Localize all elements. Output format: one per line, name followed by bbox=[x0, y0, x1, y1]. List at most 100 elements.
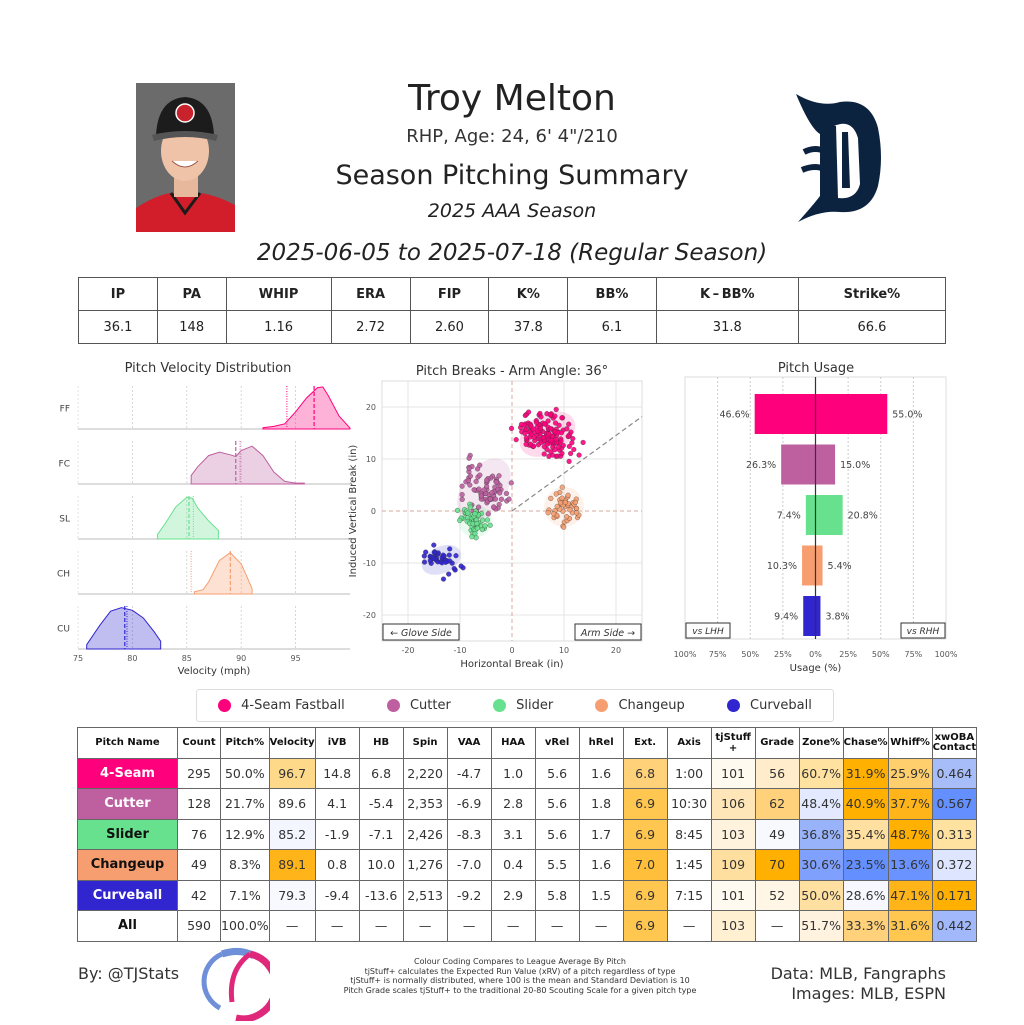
legend-item: Curveball bbox=[727, 698, 812, 713]
pitch-name-cell: 4-Seam bbox=[77, 757, 178, 789]
breaks-point-FC bbox=[481, 487, 487, 493]
breaks-point-CH bbox=[545, 510, 551, 516]
breaks-point-CH bbox=[548, 495, 554, 501]
pitch-name-cell: Cutter bbox=[77, 788, 178, 820]
breaks-point-FF bbox=[566, 421, 572, 427]
pitch-table-cell: — bbox=[314, 910, 360, 942]
breaks-y-tick: -20 bbox=[363, 611, 376, 620]
breaks-point-FF bbox=[541, 451, 547, 457]
legend-item: Changeup bbox=[595, 698, 685, 713]
stat-value: 66.6 bbox=[797, 310, 947, 344]
breaks-point-CH bbox=[564, 514, 570, 520]
breaks-point-CH bbox=[567, 507, 573, 513]
breaks-point-FC bbox=[491, 504, 497, 510]
breaks-point-CU bbox=[440, 576, 447, 582]
breaks-point-FC bbox=[459, 483, 465, 489]
pitch-table-cell: 0.171 bbox=[931, 879, 978, 911]
byline: By: @TJStats bbox=[78, 964, 180, 983]
pitch-table-cell: 7.0 bbox=[622, 849, 668, 881]
pitch-table-header: Zone% bbox=[798, 727, 844, 759]
usage-x-tick: 50% bbox=[872, 650, 890, 659]
breaks-x-tick: 0 bbox=[509, 646, 514, 655]
pitch-table-cell: -13.6 bbox=[358, 879, 404, 911]
season-label: 2025 AAA Season bbox=[427, 200, 597, 222]
breaks-point-FC bbox=[459, 496, 465, 502]
pitch-table-cell: 109 bbox=[710, 849, 756, 881]
breaks-point-FC bbox=[497, 490, 503, 496]
pitch-table-cell: 590 bbox=[177, 910, 221, 942]
player-name: Troy Melton bbox=[408, 78, 616, 119]
pitch-table-cell: 0.442 bbox=[931, 910, 978, 942]
velocity-density-SL bbox=[156, 496, 219, 540]
pitch-table-cell: 6.8 bbox=[622, 757, 668, 789]
breaks-point-FC bbox=[492, 496, 499, 502]
breaks-point-FC bbox=[466, 455, 472, 461]
pitch-table-header: tjStuff + bbox=[710, 727, 756, 759]
breaks-point-FF bbox=[537, 425, 543, 431]
team-logo bbox=[790, 88, 886, 224]
pitch-table-cell: 0.567 bbox=[931, 788, 978, 820]
pitch-table-header: hRel bbox=[578, 727, 624, 759]
usage-x-tick: 100% bbox=[674, 650, 697, 659]
velocity-row-label: FC bbox=[59, 460, 70, 470]
pitch-table-cell: 5.6 bbox=[534, 788, 580, 820]
pitch-table-cell: — bbox=[666, 910, 712, 942]
arm-side-box bbox=[574, 623, 642, 641]
velocity-row-label: CU bbox=[57, 625, 70, 635]
breaks-point-FC bbox=[471, 487, 477, 493]
usage-x-tick: 50% bbox=[741, 650, 759, 659]
breaks-point-FF bbox=[523, 441, 529, 447]
breaks-point-CU bbox=[430, 555, 436, 561]
pitch-table-cell: -9.4 bbox=[314, 879, 360, 911]
breaks-point-SL bbox=[472, 511, 478, 517]
glove-side-label: ← Glove Side bbox=[390, 628, 452, 639]
pitch-table-header: VAA bbox=[446, 727, 492, 759]
pitch-table-header: iVB bbox=[314, 727, 360, 759]
footnote-line: tjStuff+ is normally distributed, where … bbox=[350, 976, 690, 985]
pitch-name-cell: Slider bbox=[77, 818, 178, 850]
stat-header: FIP bbox=[409, 277, 490, 311]
footnote-line: tjStuff+ calculates the Expected Run Val… bbox=[364, 966, 676, 976]
breaks-point-SL bbox=[474, 525, 480, 531]
legend-marker-icon bbox=[386, 699, 400, 712]
breaks-point-CU bbox=[421, 559, 428, 565]
stat-value: 2.72 bbox=[330, 310, 411, 344]
usage-label-lhh: 46.6% bbox=[719, 410, 749, 421]
breaks-point-FC bbox=[476, 504, 482, 510]
breaks-point-FF bbox=[570, 436, 576, 442]
usage-chart-title: Pitch Usage bbox=[777, 361, 855, 376]
date-range: 2025-06-05 to 2025-07-18 (Regular Season… bbox=[256, 240, 768, 266]
pitch-table-cell: 6.8 bbox=[358, 757, 404, 789]
breaks-point-SL bbox=[474, 521, 480, 527]
legend-label: Cutter bbox=[409, 698, 451, 713]
legend-item: Slider bbox=[493, 698, 553, 713]
usage-bar-FC bbox=[781, 444, 836, 485]
pitch-table-cell: 101 bbox=[710, 757, 756, 789]
velocity-density-FC bbox=[190, 445, 305, 485]
pitch-table-cell: — bbox=[578, 910, 624, 942]
pitch-table-cell: 60.7% bbox=[798, 757, 844, 789]
breaks-point-FF bbox=[552, 420, 559, 426]
breaks-point-FF bbox=[546, 453, 552, 459]
breaks-point-CH bbox=[559, 484, 565, 490]
breaks-point-FF bbox=[571, 446, 577, 453]
breaks-point-FC bbox=[476, 486, 482, 492]
pitch-table-header: Chase% bbox=[842, 727, 889, 759]
breaks-point-FF bbox=[553, 436, 559, 442]
breaks-point-FF bbox=[518, 421, 525, 427]
breaks-point-FC bbox=[473, 478, 479, 485]
pitch-table-cell: -9.2 bbox=[446, 879, 492, 911]
breaks-point-FC bbox=[484, 477, 490, 483]
usage-x-tick: 0% bbox=[809, 650, 822, 659]
usage-label-rhh: 5.4% bbox=[828, 561, 852, 572]
stat-header: K – BB% bbox=[655, 277, 799, 311]
breaks-point-SL bbox=[457, 517, 463, 523]
breaks-point-CH bbox=[565, 492, 571, 498]
pitch-table-cell: 31.6% bbox=[887, 910, 933, 942]
breaks-point-FC bbox=[489, 490, 495, 496]
usage-label-lhh: 9.4% bbox=[774, 612, 798, 623]
pitch-table-cell: -8.3 bbox=[446, 818, 492, 850]
breaks-point-CU bbox=[458, 563, 464, 569]
pitch-table-cell: 76 bbox=[177, 818, 221, 850]
breaks-point-FF bbox=[580, 439, 586, 446]
